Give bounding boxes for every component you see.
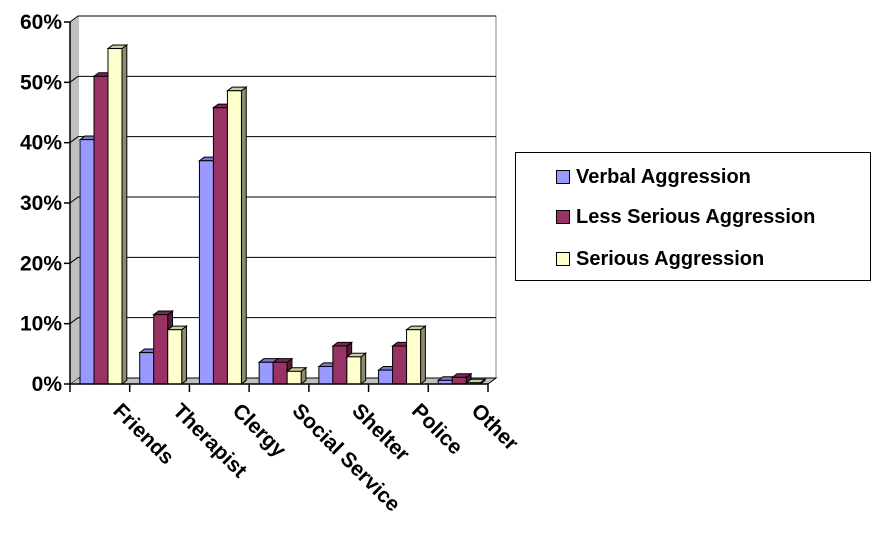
gridline-diag	[69, 196, 79, 204]
y-tick-labels: 0% 10% 20% 30% 40% 50% 60%	[20, 11, 62, 396]
y-tick-label: 20%	[20, 252, 62, 275]
bar-front	[258, 361, 274, 385]
bar	[345, 352, 368, 386]
legend-label: Serious Aggression	[576, 247, 765, 270]
y-tick-label: 10%	[20, 313, 62, 336]
bar	[285, 366, 308, 385]
x-category-label: Social Service	[288, 399, 405, 516]
bar-front	[346, 356, 362, 385]
legend-swatch-verbal	[556, 170, 570, 184]
bar-side	[121, 43, 128, 386]
bar-side	[360, 352, 367, 386]
x-category-label: Other	[467, 399, 523, 455]
y-tick-label: 40%	[20, 132, 62, 155]
bar-front	[378, 369, 394, 385]
bar-front	[107, 48, 123, 385]
bar	[225, 86, 248, 386]
legend-label: Verbal Aggression	[576, 165, 751, 188]
legend: Verbal Aggression Less Serious Aggressio…	[515, 152, 871, 281]
bar-front	[451, 376, 467, 385]
bar-side	[420, 325, 426, 386]
legend-swatch-serious	[556, 252, 570, 266]
bar-side	[240, 86, 247, 386]
bar-front	[79, 139, 95, 385]
bar	[106, 43, 129, 386]
bar-front	[153, 314, 169, 385]
y-tick-label: 0%	[32, 373, 63, 396]
bar-front	[332, 345, 348, 385]
legend-item-serious-aggression: Serious Aggression	[556, 247, 764, 271]
bar-front	[167, 329, 183, 385]
axes	[64, 21, 489, 392]
legend-item-verbal-aggression: Verbal Aggression	[556, 165, 751, 189]
x-category-label: Friends	[108, 399, 178, 469]
y-tick-label: 60%	[20, 11, 62, 34]
bar-front	[406, 329, 422, 385]
bar-front	[93, 75, 109, 385]
y-tick-label: 50%	[20, 71, 62, 94]
bar-front	[286, 370, 302, 385]
bar-front	[198, 160, 214, 385]
gridline-diag	[69, 75, 79, 83]
gridline-diag	[69, 317, 79, 325]
plot-area	[68, 15, 498, 385]
x-category-label: Police	[407, 399, 467, 459]
gridline-diag	[69, 136, 79, 144]
legend-swatch-less-serious	[556, 210, 570, 224]
bar-front	[226, 90, 242, 385]
legend-item-less-serious-aggression: Less Serious Aggression	[556, 205, 815, 229]
bar-front	[272, 361, 288, 385]
gridline-diag	[69, 256, 79, 264]
bar-front	[212, 107, 228, 385]
bar-front	[318, 366, 334, 385]
gridlines	[69, 15, 496, 325]
gridline-diag	[69, 15, 79, 23]
bar	[166, 325, 189, 386]
bars	[78, 43, 487, 386]
legend-label: Less Serious Aggression	[576, 205, 816, 228]
y-tick-label: 30%	[20, 192, 62, 215]
bar	[405, 325, 427, 386]
bar-front	[139, 352, 155, 385]
bar-front	[392, 345, 408, 385]
bar-side	[181, 325, 188, 386]
